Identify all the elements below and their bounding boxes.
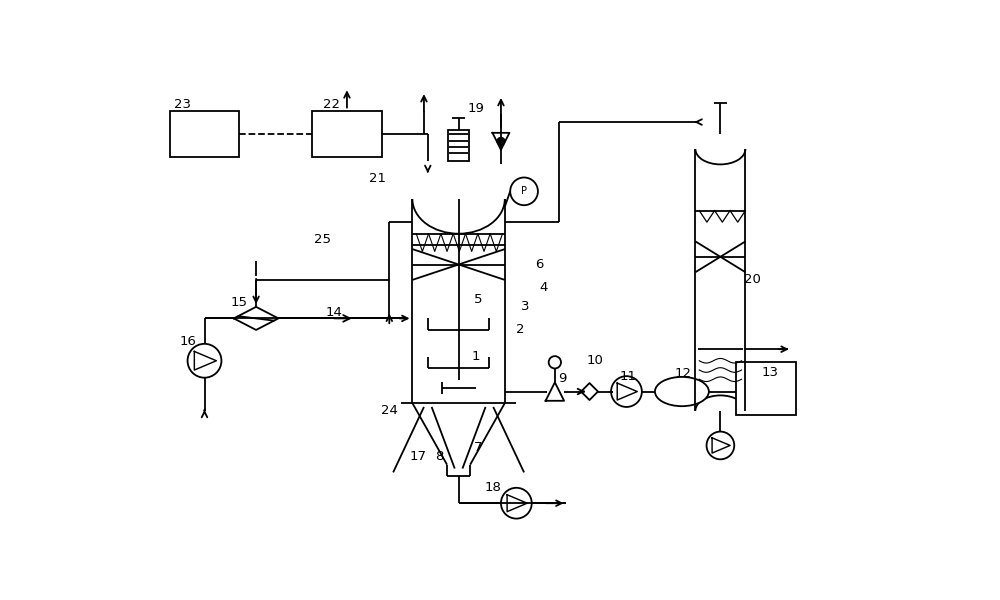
Ellipse shape bbox=[655, 377, 709, 406]
Bar bbox=[170, 110, 239, 157]
Text: 4: 4 bbox=[539, 281, 547, 294]
Text: 7: 7 bbox=[474, 441, 482, 454]
Text: 10: 10 bbox=[586, 354, 603, 367]
Text: 8: 8 bbox=[435, 451, 444, 463]
Bar bbox=[736, 362, 796, 415]
Bar bbox=[448, 130, 469, 161]
Text: 15: 15 bbox=[231, 296, 248, 310]
Text: 13: 13 bbox=[762, 366, 779, 379]
Circle shape bbox=[549, 356, 561, 368]
Text: 22: 22 bbox=[323, 98, 340, 111]
Text: 3: 3 bbox=[521, 301, 530, 313]
Text: 24: 24 bbox=[381, 404, 398, 418]
Text: 2: 2 bbox=[516, 323, 524, 337]
Text: 19: 19 bbox=[468, 101, 485, 115]
Text: 11: 11 bbox=[620, 370, 637, 383]
Text: 20: 20 bbox=[744, 274, 761, 286]
Text: 25: 25 bbox=[314, 233, 331, 247]
Text: 14: 14 bbox=[325, 306, 342, 319]
Text: 23: 23 bbox=[174, 98, 191, 111]
Text: 6: 6 bbox=[535, 258, 544, 271]
Text: 1: 1 bbox=[472, 350, 481, 364]
Text: 17: 17 bbox=[410, 451, 427, 463]
Circle shape bbox=[497, 137, 505, 145]
Circle shape bbox=[707, 431, 734, 460]
Circle shape bbox=[501, 488, 532, 518]
Circle shape bbox=[611, 376, 642, 407]
Text: 5: 5 bbox=[474, 293, 482, 305]
Text: P: P bbox=[521, 187, 527, 196]
Text: 16: 16 bbox=[179, 335, 196, 348]
Text: 18: 18 bbox=[485, 481, 502, 494]
Circle shape bbox=[510, 178, 538, 205]
Bar bbox=[312, 110, 382, 157]
Circle shape bbox=[188, 344, 221, 377]
Text: 9: 9 bbox=[558, 372, 567, 385]
Text: 12: 12 bbox=[675, 367, 692, 380]
Text: 21: 21 bbox=[369, 172, 386, 185]
